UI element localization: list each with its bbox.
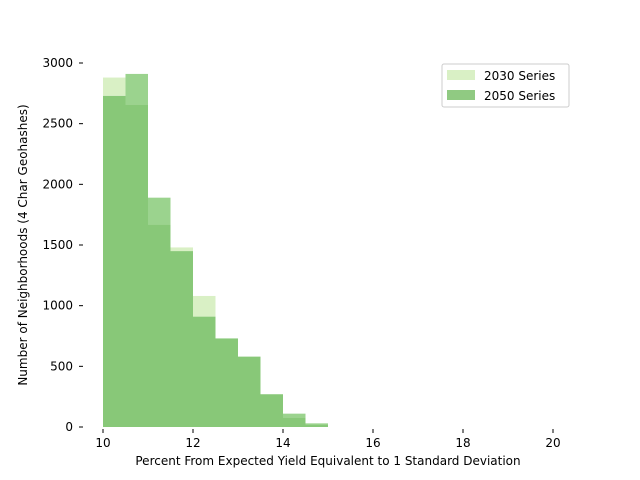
y-tick-label: 500	[50, 359, 73, 373]
x-axis-label: Percent From Expected Yield Equivalent t…	[135, 454, 520, 468]
legend-swatch	[447, 70, 475, 80]
y-axis-label: Number of Neighborhoods (4 Char Geohashe…	[16, 104, 30, 385]
bar-overlap	[193, 316, 216, 427]
bar-overlap	[215, 338, 238, 427]
bar-overlap	[283, 417, 306, 427]
bar-2050-series	[283, 413, 306, 418]
bar-overlap	[103, 95, 126, 427]
x-tick-label: 16	[365, 436, 380, 450]
y-tick-label: 0	[65, 420, 73, 434]
x-tick-label: 18	[455, 436, 470, 450]
bar-2030-series	[170, 247, 193, 252]
bar-overlap	[170, 251, 193, 427]
bar-overlap	[260, 394, 283, 427]
x-tick-label: 14	[275, 436, 290, 450]
y-tick-label: 2000	[42, 177, 73, 191]
bar-2030-series	[193, 295, 216, 317]
legend-swatch	[447, 90, 475, 100]
y-tick-label: 1500	[42, 238, 73, 252]
y-tick-label: 1000	[42, 299, 73, 313]
legend: 2030 Series 2050 Series	[441, 63, 570, 108]
y-tick-label: 2500	[42, 117, 73, 131]
y-axis: 0 500 1000 1500 2000 2500 3000	[42, 56, 83, 434]
bar-2050-series	[148, 197, 171, 225]
bar-overlap	[238, 356, 261, 427]
bars-layer	[103, 73, 328, 428]
y-tick-label: 3000	[42, 56, 73, 70]
bar-overlap	[125, 104, 148, 428]
bar-2050-series	[305, 423, 328, 425]
x-axis: 10 12 14 16 18 20	[95, 429, 561, 450]
bar-2050-series	[125, 73, 148, 105]
bar-2030-series	[103, 77, 126, 96]
legend-label: 2030 Series	[484, 69, 555, 83]
x-tick-label: 20	[545, 436, 560, 450]
bar-overlap	[305, 424, 328, 427]
x-tick-label: 12	[185, 436, 200, 450]
x-tick-label: 10	[95, 436, 110, 450]
legend-label: 2050 Series	[484, 89, 555, 103]
bar-overlap	[148, 224, 171, 427]
